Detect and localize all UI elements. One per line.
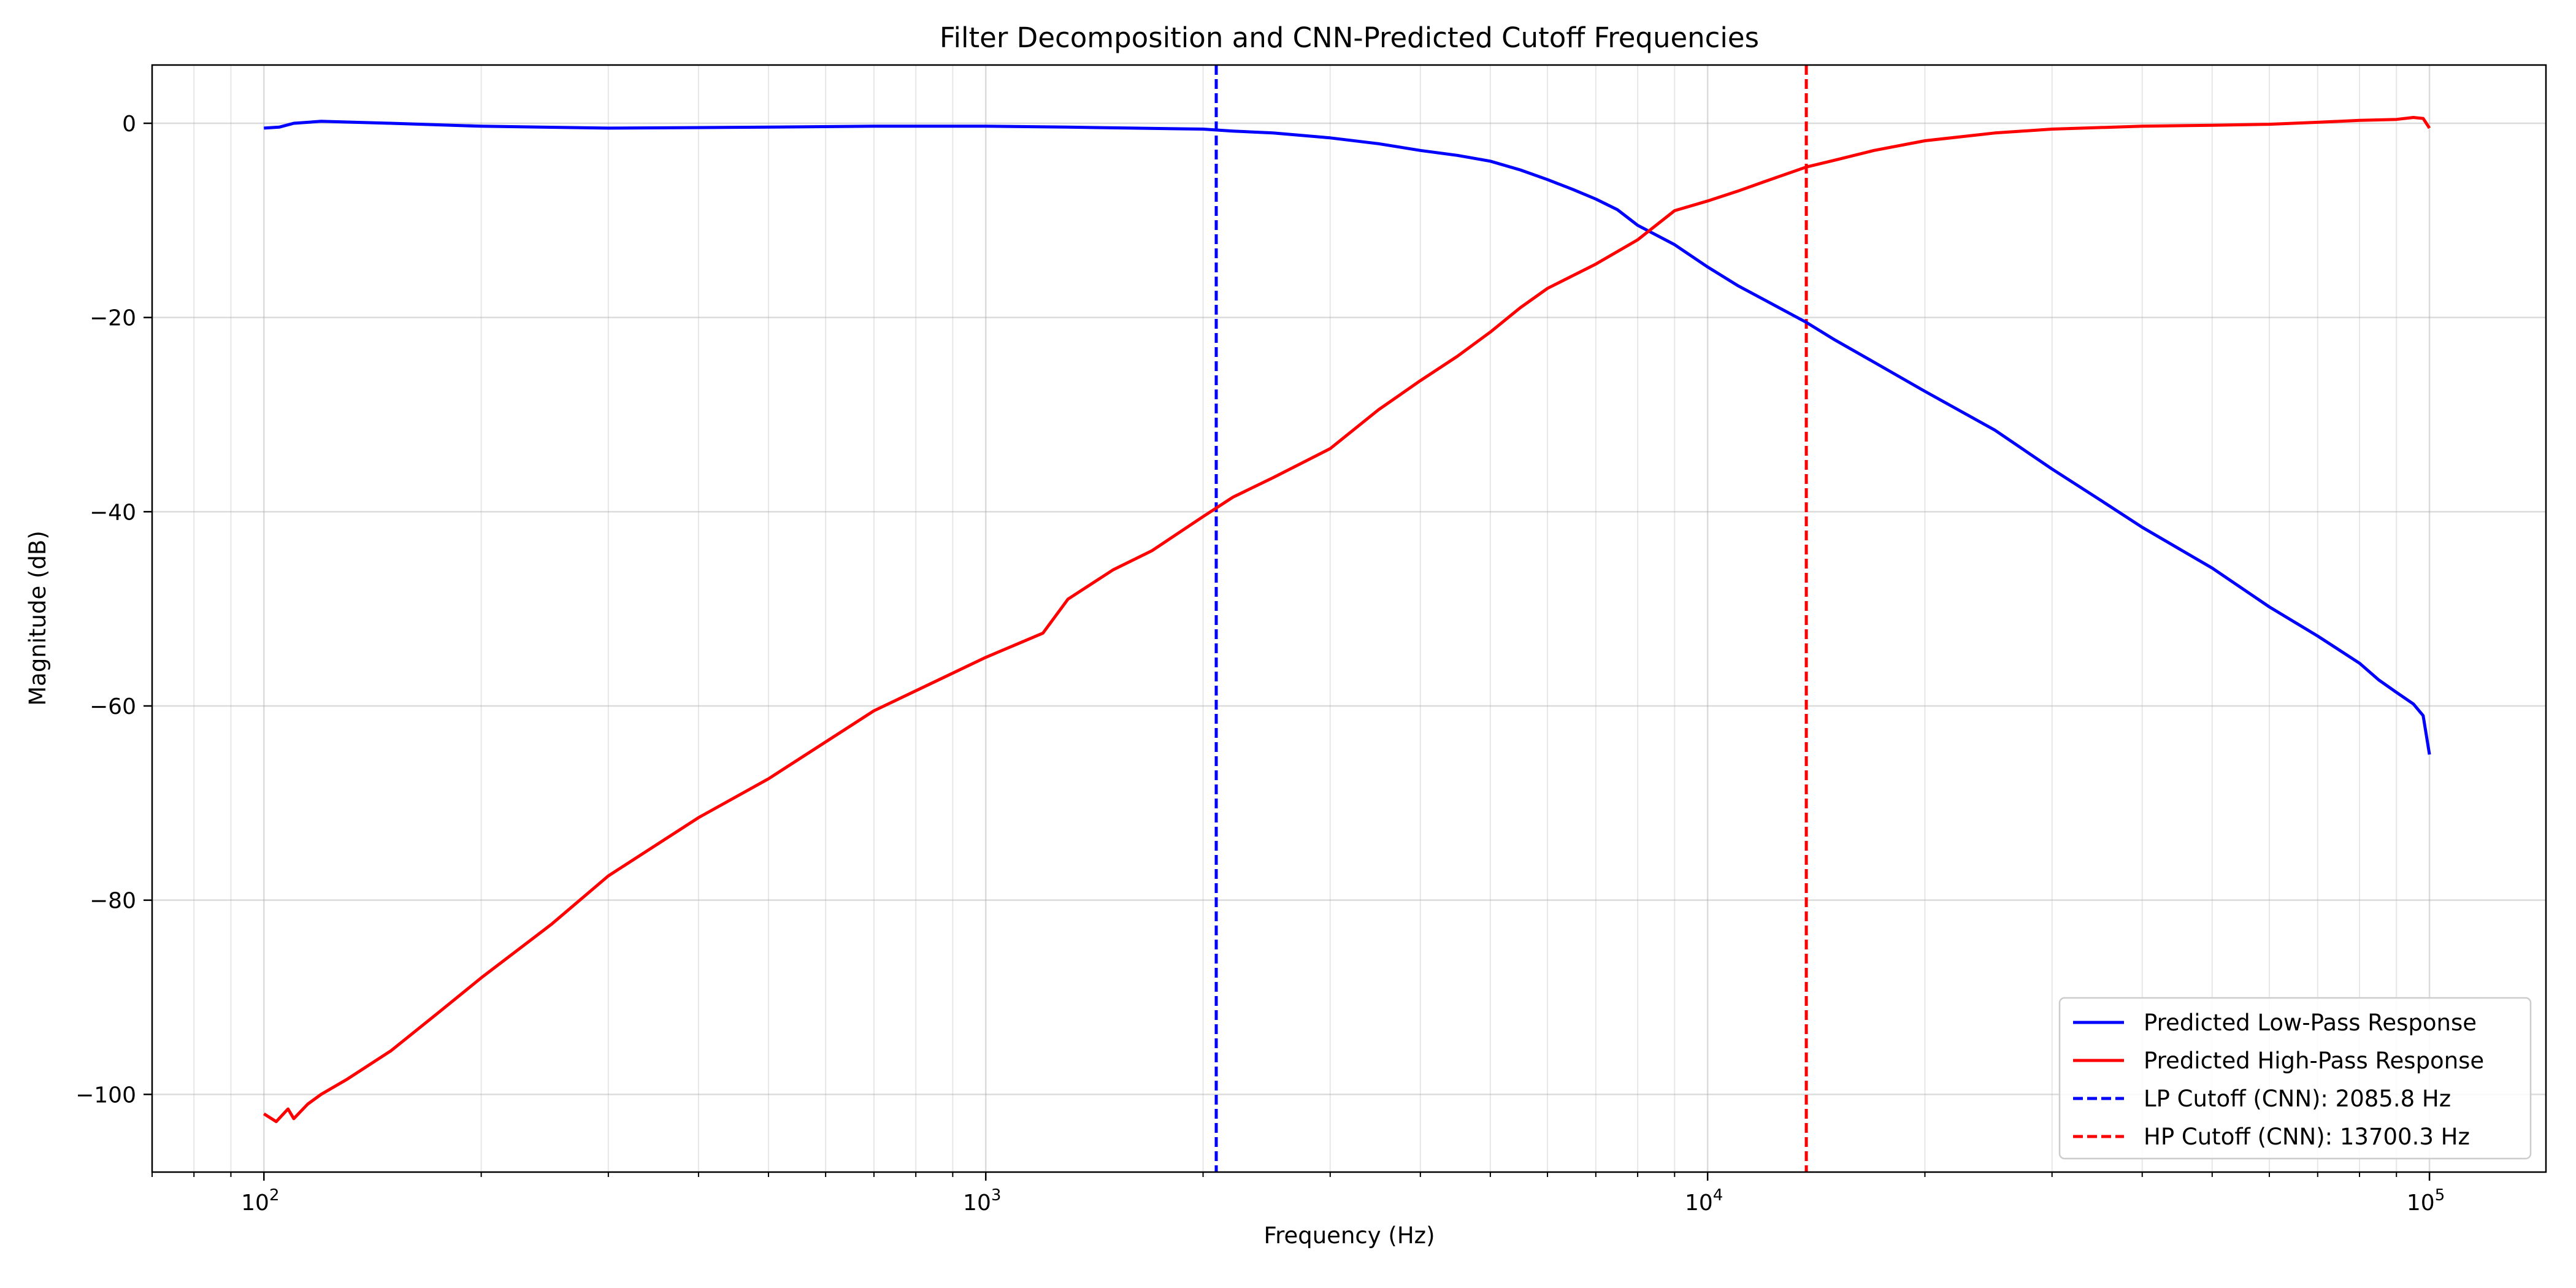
grid (151, 65, 2546, 1172)
legend-frame (2058, 997, 2532, 1160)
x-tick-label: 104 (1685, 1186, 1723, 1216)
legend-label-lp-cutoff: LP Cutoff (CNN): 2085.8 Hz (2144, 1086, 2451, 1112)
legend-label-high-pass: Predicted High-Pass Response (2144, 1048, 2484, 1074)
y-tick-label: −100 (75, 1083, 136, 1108)
y-tick-label: −20 (90, 306, 136, 331)
x-tick-label: 105 (2407, 1186, 2445, 1216)
series-lines (263, 116, 2431, 1124)
chart-title: Filter Decomposition and CNN-Predicted C… (940, 21, 1759, 54)
x-axis-label: Frequency (Hz) (1263, 1222, 1435, 1249)
legend: Predicted Low-Pass Response Predicted Hi… (2058, 997, 2532, 1160)
axis-ticks: 102 103 104 105 0 −20 −40 −60 −80 −100 (75, 112, 2445, 1216)
y-tick-label: 0 (122, 112, 136, 137)
legend-label-low-pass: Predicted Low-Pass Response (2144, 1010, 2477, 1036)
cutoff-lines (1214, 65, 1808, 1172)
y-tick-label: −60 (90, 694, 136, 719)
low-pass-response-line (264, 120, 2431, 755)
y-tick-label: −40 (90, 500, 136, 525)
legend-label-hp-cutoff: HP Cutoff (CNN): 13700.3 Hz (2144, 1124, 2470, 1150)
x-tick-label: 103 (963, 1186, 1001, 1216)
y-axis-label: Magnitude (dB) (25, 531, 51, 706)
y-tick-label: −80 (90, 889, 136, 914)
plot-frame (151, 64, 2547, 1173)
x-tick-label: 102 (241, 1186, 279, 1216)
high-pass-response-line (263, 116, 2431, 1124)
